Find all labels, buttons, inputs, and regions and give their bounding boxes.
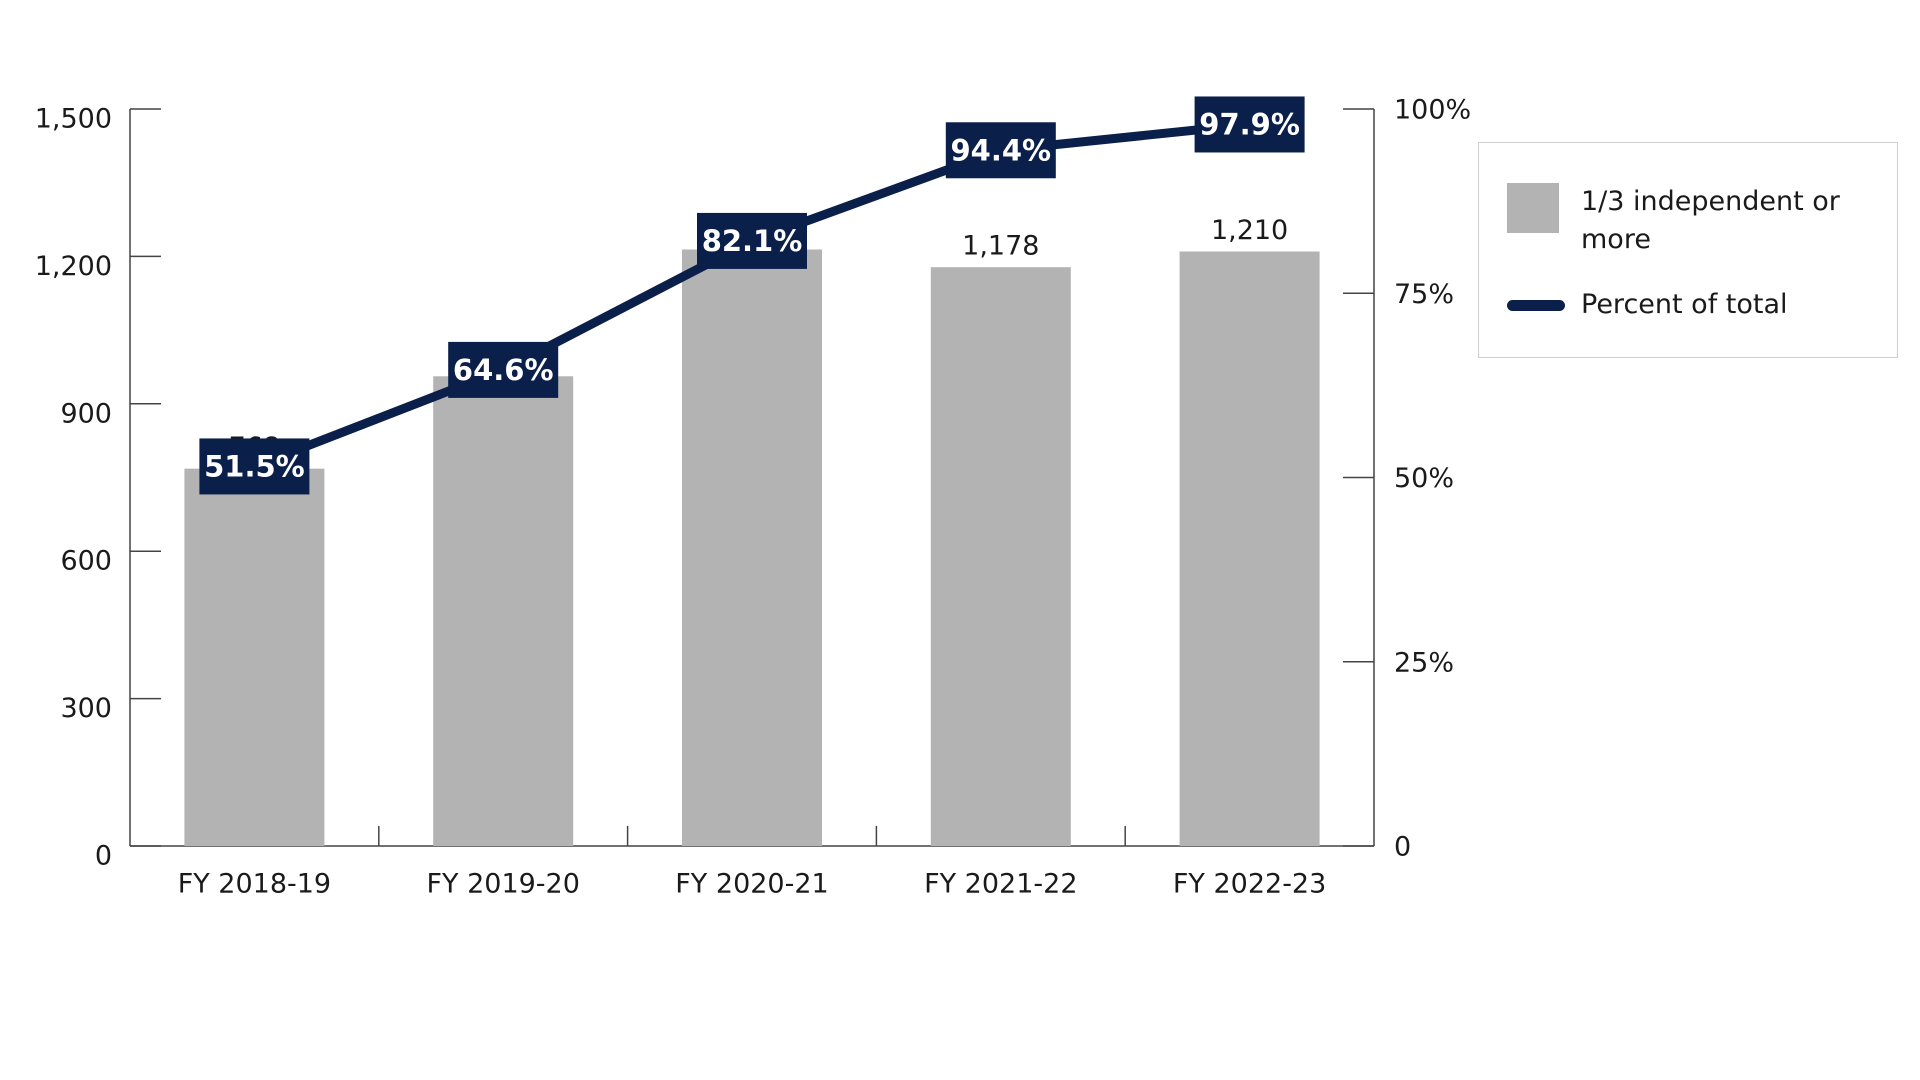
bar <box>184 468 325 846</box>
line-label-box <box>199 438 310 495</box>
legend-item: 1/3 independent or more <box>1507 183 1841 259</box>
y-tick-label: 600 <box>60 546 112 577</box>
line-value-label: 82.1% <box>702 224 803 258</box>
bar <box>930 267 1071 846</box>
y2-tick-label: 25% <box>1394 647 1454 678</box>
legend-label: Percent of total <box>1581 289 1788 320</box>
y2-tick-label: 50% <box>1394 463 1454 494</box>
y-tick-label: 900 <box>60 398 112 429</box>
line-value-label: 94.4% <box>950 133 1051 167</box>
legend: 1/3 independent or more Percent of total <box>1478 142 1898 358</box>
legend-swatch <box>1507 300 1565 311</box>
line-label-box <box>945 122 1056 179</box>
legend-swatch <box>1507 183 1559 233</box>
y2-tick-label: 0 <box>1394 832 1411 863</box>
line-value-label: 64.6% <box>453 353 554 387</box>
bar <box>1179 251 1320 846</box>
y-tick-label: 1,500 <box>35 104 112 135</box>
line-label-box <box>448 341 559 398</box>
legend-label: 1/3 independent or more <box>1581 186 1840 255</box>
line-label-box <box>1194 96 1305 153</box>
line-label-box <box>697 212 807 269</box>
bar <box>433 376 574 846</box>
legend-item: Percent of total <box>1507 286 1841 324</box>
bar-value-label: 1,178 <box>962 231 1039 262</box>
y-tick-label: 1,200 <box>35 251 112 282</box>
x-tick-label: FY 2020-21 <box>675 869 828 900</box>
line-value-label: 51.5% <box>204 449 305 483</box>
bar-value-label: 1,210 <box>1211 215 1288 246</box>
x-tick-label: FY 2022-23 <box>1173 869 1326 900</box>
x-tick-label: FY 2019-20 <box>426 869 579 900</box>
y2-tick-label: 75% <box>1394 279 1454 310</box>
line-value-label: 97.9% <box>1199 107 1300 141</box>
y-tick-label: 0 <box>95 841 112 872</box>
y2-tick-label: 100% <box>1394 95 1471 126</box>
x-tick-label: FY 2018-19 <box>178 869 331 900</box>
y-tick-label: 300 <box>60 693 112 724</box>
x-tick-label: FY 2021-22 <box>924 869 1077 900</box>
bar <box>682 249 822 846</box>
